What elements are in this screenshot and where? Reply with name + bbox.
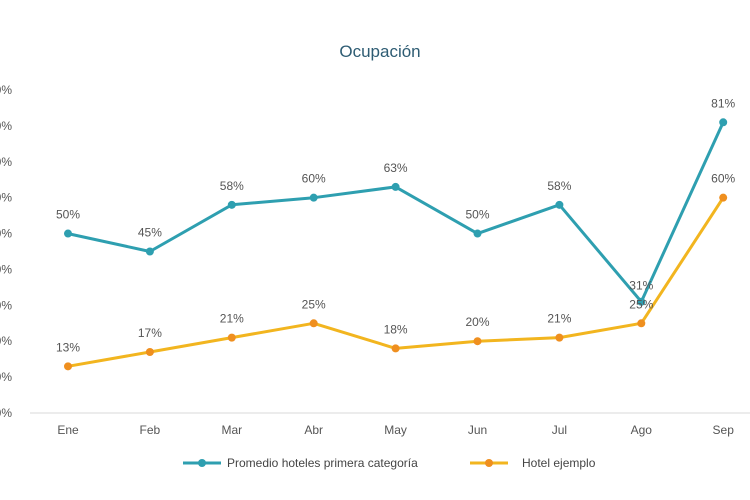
data-label: 21% [547,312,571,326]
data-point [391,182,400,191]
data-point [637,319,646,328]
legend-item: Promedio hoteles primera categoría [183,456,418,470]
data-label: 50% [465,208,489,222]
data-label: 58% [220,179,244,193]
data-point [309,319,318,328]
data-label: 25% [629,297,653,311]
series-layer: 50%45%58%60%63%50%58%31%81%13%17%21%25%1… [56,96,736,371]
y-tick-label: 80% [0,119,12,133]
x-tick-label: Feb [140,423,161,437]
data-label: 60% [302,172,326,186]
y-tick-label: 30% [0,298,12,312]
x-tick-label: Jul [552,423,567,437]
data-label: 45% [138,226,162,240]
data-point [719,118,728,127]
legend-label: Hotel ejemplo [522,456,596,470]
legend-label: Promedio hoteles primera categoría [227,456,418,470]
chart-title: Ocupación [339,42,420,61]
legend-marker [485,459,493,467]
x-tick-label: Mar [221,423,242,437]
x-tick-label: Jun [468,423,487,437]
y-axis-ticks: 0% 10% 20% 30% 40% 50% 60% 70% 80% 90% [0,83,12,420]
data-point [227,333,236,342]
legend-item: Hotel ejemplo [470,456,596,470]
data-point [64,229,72,238]
x-axis-ticks: Ene Feb Mar Abr May Jun Jul Ago Sep [57,423,734,437]
x-tick-label: Ago [631,423,653,437]
y-tick-label: 60% [0,191,12,205]
data-point [555,333,564,342]
data-point [391,344,400,353]
data-point [309,193,318,202]
y-tick-label: 50% [0,227,12,241]
x-tick-label: May [384,423,407,437]
y-tick-label: 40% [0,262,12,276]
data-point [64,362,72,371]
data-label: 25% [302,297,326,311]
data-label: 21% [220,312,244,326]
data-label: 50% [56,208,80,222]
data-point [145,347,154,356]
legend-marker [198,459,206,467]
data-label: 81% [711,96,735,110]
data-label: 63% [384,161,408,175]
data-label: 18% [384,322,408,336]
x-tick-label: Abr [304,423,323,437]
x-tick-label: Ene [57,423,79,437]
data-point [555,200,564,209]
legend: Promedio hoteles primera categoría Hotel … [183,456,596,470]
data-label: 58% [547,179,571,193]
data-point [473,229,482,238]
data-label: 20% [465,315,489,329]
y-tick-label: 20% [0,334,12,348]
x-tick-label: Sep [713,423,735,437]
y-tick-label: 10% [0,370,12,384]
data-point [145,247,154,256]
series-2: 13% 17% 21% 25% 18% 20% 21% 25% 60% [56,172,736,371]
y-tick-label: 90% [0,83,12,97]
series-line [67,121,725,304]
data-point [719,193,728,202]
data-point [637,297,646,306]
data-point [473,337,482,346]
data-label: 31% [629,279,653,293]
y-tick-label: 70% [0,155,12,169]
y-tick-label: 0% [0,406,12,420]
data-label: 13% [56,340,80,354]
data-label: 17% [138,326,162,340]
data-point [227,200,236,209]
series-1: 50% 45% 58% 60% 63% 50% 58% 31% 81% [56,96,736,306]
data-label: 60% [711,172,735,186]
